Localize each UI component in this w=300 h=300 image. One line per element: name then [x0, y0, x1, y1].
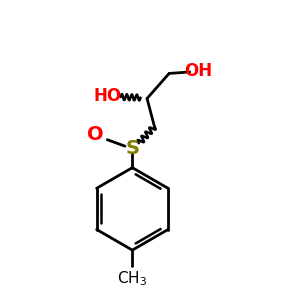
Text: HO: HO	[93, 86, 122, 104]
Text: O: O	[87, 125, 104, 144]
Text: CH$_3$: CH$_3$	[117, 269, 147, 288]
Text: S: S	[125, 139, 139, 158]
Text: OH: OH	[184, 62, 212, 80]
